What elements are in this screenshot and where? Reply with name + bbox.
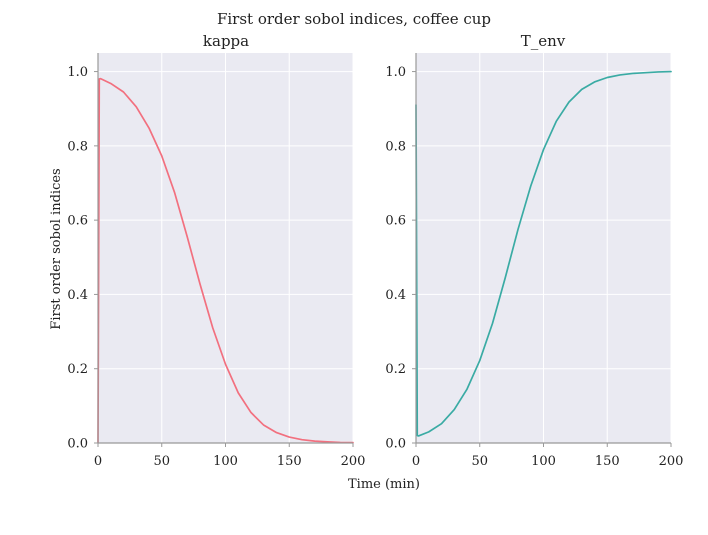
x-tick-label: 150 [277,454,302,469]
x-tick-label: 150 [595,454,620,469]
y-tick-label: 0.6 [385,214,406,229]
y-tick-label: 0.8 [385,139,406,154]
panel-title-kappa: kappa [203,32,249,50]
y-tick-label: 0.6 [67,214,88,229]
x-tick-label: 200 [659,454,684,469]
y-tick-label: 0.0 [385,437,406,452]
y-axis-label: First order sobol indices [49,168,64,329]
series-line-t-env [415,70,672,437]
y-tick-label: 0.2 [67,362,88,377]
panel-kappa: kappa 0 50 100 150 200 0.0 0.2 0.4 0.6 0.8 1.0 [67,32,365,469]
y-tick-label: 0.8 [67,139,88,154]
figure-title: First order sobol indices, coffee cup [217,10,491,28]
y-tick-label: 0.2 [385,362,406,377]
x-tick-label: 100 [531,454,556,469]
x-tick-label: 0 [94,454,102,469]
x-tick-label: 200 [341,454,366,469]
panel-t-env: T_env 0 50 100 150 200 0.0 0.2 0.4 0.6 0.8 1.0 [385,32,683,469]
x-tick-label: 0 [412,454,420,469]
y-tick-label: 0.0 [67,437,88,452]
y-tick-label: 0.4 [385,288,406,303]
x-tick-label: 100 [213,454,238,469]
x-axis-label: Time (min) [348,477,420,492]
y-tick-label: 1.0 [385,65,406,80]
panel-title-t-env: T_env [521,32,566,50]
y-tick-label: 0.4 [67,288,88,303]
series-line-kappa [97,77,354,444]
x-tick-label: 50 [471,454,488,469]
x-tick-label: 50 [153,454,170,469]
y-tick-label: 1.0 [67,65,88,80]
